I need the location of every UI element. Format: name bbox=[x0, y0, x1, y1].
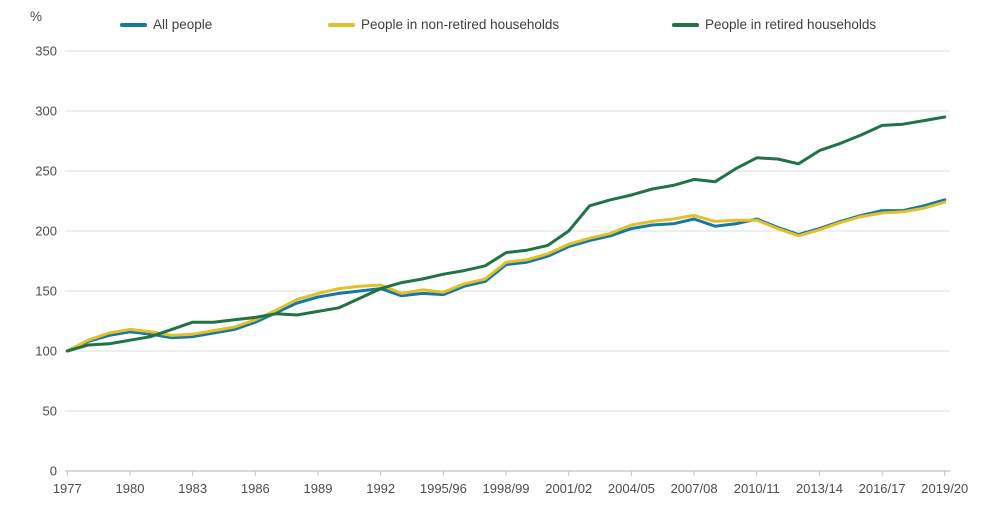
x-tick-label-2004-05: 2004/05 bbox=[608, 481, 655, 496]
legend-label-all-people: All people bbox=[153, 17, 213, 32]
y-tick-label-200: 200 bbox=[35, 224, 57, 239]
x-tick-label-1998-99: 1998/99 bbox=[483, 481, 530, 496]
y-axis-unit-label: % bbox=[30, 9, 43, 24]
x-tick-label-1992: 1992 bbox=[366, 481, 395, 496]
legend-item-non-retired: People in non-retired households bbox=[328, 17, 559, 32]
legend-swatch-retired bbox=[672, 22, 699, 27]
y-tick-label-100: 100 bbox=[35, 344, 57, 359]
x-tick-label-1995-96: 1995/96 bbox=[420, 481, 467, 496]
series-line-people-in-retired-households bbox=[65, 115, 947, 353]
series-line-all-people bbox=[65, 198, 947, 353]
y-tick-label-50: 50 bbox=[43, 404, 57, 419]
legend: All people People in non-retired househo… bbox=[0, 0, 983, 36]
series-line-people-in-non-retired-households bbox=[65, 200, 947, 353]
x-tick-label-2013-14: 2013/14 bbox=[796, 481, 843, 496]
x-tick-label-1980: 1980 bbox=[116, 481, 145, 496]
legend-item-retired: People in retired households bbox=[672, 17, 876, 32]
y-tick-label-300: 300 bbox=[35, 104, 57, 119]
legend-swatch-all-people bbox=[120, 22, 147, 27]
y-tick-label-150: 150 bbox=[35, 284, 57, 299]
y-tick-label-350: 350 bbox=[35, 44, 57, 59]
x-tick-label-1989: 1989 bbox=[304, 481, 333, 496]
x-tick-label-2019-20: 2019/20 bbox=[921, 481, 968, 496]
legend-label-retired: People in retired households bbox=[705, 17, 877, 32]
x-tick-label-2010-11: 2010/11 bbox=[734, 481, 780, 496]
y-tick-label-0: 0 bbox=[50, 464, 57, 479]
x-tick-label-2016-17: 2016/17 bbox=[859, 481, 906, 496]
legend-swatch-non-retired bbox=[328, 22, 355, 27]
x-tick-label-2001-02: 2001/02 bbox=[545, 481, 592, 496]
x-tick-label-1986: 1986 bbox=[241, 481, 270, 496]
legend-item-all-people: All people bbox=[120, 17, 212, 32]
y-tick-label-250: 250 bbox=[35, 164, 57, 179]
legend-label-non-retired: People in non-retired households bbox=[361, 17, 560, 32]
x-tick-label-1983: 1983 bbox=[178, 481, 207, 496]
x-tick-label-2007-08: 2007/08 bbox=[671, 481, 718, 496]
x-tick-label-1977: 1977 bbox=[53, 481, 82, 496]
